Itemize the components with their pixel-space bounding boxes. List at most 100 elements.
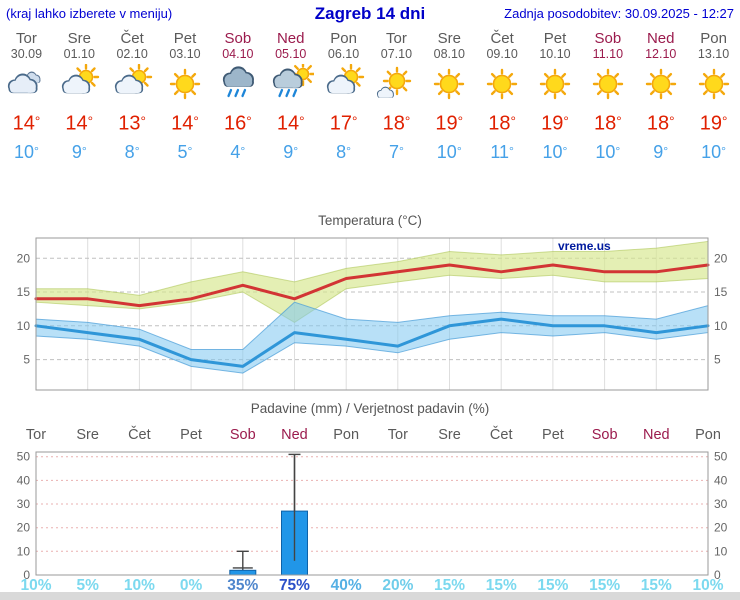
- weather-icon-sun-cloud: [106, 62, 159, 108]
- svg-text:50: 50: [714, 450, 728, 464]
- precip-probability: 15%: [485, 577, 517, 594]
- temperature-chart: 5 5 10 10 15 15 20 20 vreme.us: [17, 237, 728, 391]
- day-name: Pon: [330, 30, 357, 47]
- precip-day-label: Pon: [333, 427, 360, 443]
- day-min-temp: 7°: [388, 142, 404, 163]
- precip-probability: 5%: [76, 577, 99, 594]
- day-max-temp: 18°: [382, 112, 411, 135]
- day-name: Sre: [67, 30, 91, 47]
- svg-text:10: 10: [17, 544, 31, 558]
- precip-probability: 10%: [692, 577, 724, 594]
- day-name: Pet: [173, 30, 197, 47]
- day-min-temp: 9°: [283, 142, 299, 163]
- day-max-temp: 17°: [329, 112, 358, 135]
- precip-day-label: Pet: [542, 427, 564, 443]
- day-column[interactable]: Ned 12.10 18° 9°: [634, 30, 687, 164]
- day-column[interactable]: Sre 01.10 14° 9°: [53, 30, 106, 164]
- precip-day-label: Pon: [695, 427, 721, 443]
- precip-probability: 10%: [20, 577, 52, 594]
- day-min-temp: 8°: [124, 142, 140, 163]
- day-date: 30.09: [10, 47, 43, 61]
- day-min-temp: 4°: [230, 142, 246, 163]
- day-column[interactable]: Pet 10.10 19° 10°: [529, 30, 582, 164]
- svg-text:0: 0: [714, 568, 721, 582]
- precip-day-label: Pet: [180, 427, 202, 443]
- precip-day-label: Ned: [642, 427, 670, 443]
- day-column[interactable]: Tor 07.10 18° 7°: [370, 30, 423, 164]
- precip-day-label: Čet: [489, 427, 513, 443]
- day-date: 10.10: [539, 47, 571, 61]
- precipitation-chart: 0 0 10 10 20 20 30 30 40 40 50 50: [17, 450, 728, 582]
- day-column[interactable]: Tor 30.09 14° 10°: [0, 30, 53, 164]
- day-column[interactable]: Sre 08.10 19° 10°: [423, 30, 476, 164]
- day-name: Ned: [276, 30, 305, 47]
- day-date: 08.10: [433, 47, 465, 61]
- svg-text:30: 30: [714, 497, 728, 511]
- day-min-temp: 10°: [701, 142, 727, 163]
- day-date: 05.10: [275, 47, 307, 61]
- precip-probability: 35%: [227, 577, 259, 594]
- svg-text:30: 30: [17, 497, 31, 511]
- day-date: 09.10: [486, 47, 518, 61]
- svg-text:10: 10: [17, 319, 31, 333]
- day-date: 04.10: [222, 47, 254, 61]
- svg-text:5: 5: [714, 353, 721, 367]
- day-column[interactable]: Pon 06.10 17° 8°: [317, 30, 370, 164]
- precip-probability: 0%: [179, 577, 203, 594]
- precipitation-chart-title: Padavine (mm) / Verjetnost padavin (%): [250, 401, 490, 416]
- svg-text:10: 10: [714, 544, 728, 558]
- precip-day-labels-row: Tor Sre Čet Pet Sob Ned Pon Tor Sre Čet Pet Sob Ned P…: [0, 427, 740, 445]
- temperature-chart-title: Temperatura (°C): [318, 213, 422, 228]
- day-name: Pon: [700, 30, 727, 47]
- precip-probability: 15%: [537, 577, 569, 594]
- precip-day-label: Sre: [76, 427, 99, 443]
- day-max-temp: 14°: [171, 112, 199, 135]
- precip-probability: 15%: [434, 577, 466, 594]
- precip-day-label: Sre: [438, 427, 461, 443]
- precip-day-label: Tor: [387, 427, 408, 443]
- day-min-temp: 11°: [490, 142, 514, 163]
- day-column[interactable]: Sob 04.10 16° 4°: [211, 30, 264, 164]
- weather-icon-sunny: [581, 62, 634, 108]
- day-min-temp: 10°: [595, 142, 621, 163]
- day-max-temp: 18°: [488, 112, 516, 135]
- weather-icon-mostly-sunny: [370, 62, 423, 108]
- weather-icon-rain: [211, 62, 264, 108]
- svg-text:50: 50: [17, 450, 31, 464]
- weather-icon-sunny: [423, 62, 476, 108]
- svg-text:40: 40: [17, 473, 31, 487]
- precip-day-label: Ned: [281, 427, 308, 443]
- weather-icon-rain-sun: [264, 61, 317, 108]
- svg-text:5: 5: [23, 353, 30, 367]
- day-max-temp: 13°: [118, 112, 146, 135]
- day-min-temp: 9°: [653, 142, 669, 163]
- svg-text:20: 20: [17, 521, 31, 535]
- svg-text:15: 15: [17, 285, 31, 299]
- day-column[interactable]: Pon 13.10 19° 10°: [687, 30, 740, 164]
- precip-day-label: Tor: [25, 427, 47, 443]
- day-column[interactable]: Čet 02.10 13° 8°: [106, 30, 159, 164]
- page-title: Zagreb 14 dni: [314, 4, 426, 23]
- day-max-temp: 16°: [224, 112, 252, 135]
- day-name: Pet: [543, 30, 567, 47]
- svg-text:20: 20: [714, 521, 728, 535]
- day-column[interactable]: Sob 11.10 18° 10°: [581, 30, 634, 164]
- precip-day-label: Sob: [229, 427, 256, 443]
- days-grid: Tor 30.09 14° 10° Sre 01.10 14° 9° Čet 02.10 13° 8°…: [0, 30, 740, 164]
- day-max-temp: 19°: [435, 112, 464, 135]
- weather-icon-sun-cloud: [317, 62, 370, 108]
- precip-probability: 10%: [123, 577, 155, 594]
- day-max-temp: 18°: [594, 112, 622, 135]
- svg-text:0: 0: [23, 568, 30, 582]
- day-min-temp: 5°: [177, 142, 193, 163]
- day-column[interactable]: Ned 05.10 14° 9°: [264, 30, 317, 164]
- weather-icon-sunny: [529, 62, 582, 108]
- day-date: 12.10: [645, 47, 677, 61]
- precip-day-label: Čet: [128, 427, 151, 443]
- day-max-temp: 18°: [646, 112, 675, 135]
- day-date: 06.10: [327, 47, 360, 61]
- day-date: 07.10: [380, 47, 413, 61]
- svg-text:40: 40: [714, 473, 728, 487]
- day-column[interactable]: Pet 03.10 14° 5°: [159, 30, 212, 164]
- day-column[interactable]: Čet 09.10 18° 11°: [476, 30, 529, 164]
